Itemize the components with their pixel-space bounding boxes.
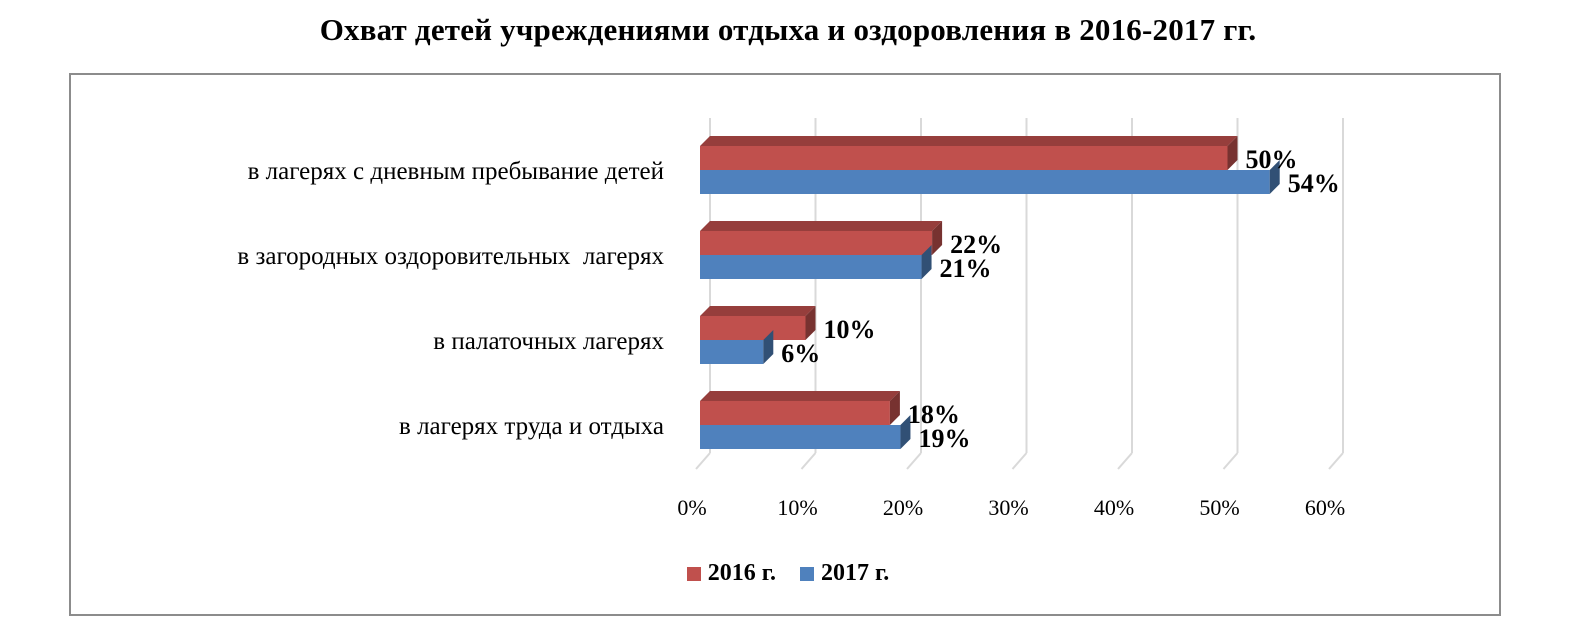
category-label: в лагерях с дневным пребывание детей: [248, 158, 664, 185]
data-label: 18%: [908, 400, 960, 429]
gridline-floor: [695, 452, 711, 470]
data-label: 50%: [1246, 145, 1298, 174]
x-tick-label: 10%: [777, 495, 817, 520]
data-label: 6%: [781, 339, 820, 368]
bar-side: [932, 221, 943, 255]
category-label: в лагерях труда и отдыха: [399, 413, 664, 440]
category-label: в загородных оздоровительных лагерях: [237, 243, 664, 270]
gridline-floor: [1117, 452, 1133, 470]
category-label: в палаточных лагерях: [433, 328, 664, 355]
bar-side: [1227, 136, 1238, 170]
bar: [700, 231, 933, 255]
chart-title: Охват детей учреждениями отдыха и оздоро…: [319, 12, 1257, 47]
bar-side: [900, 415, 911, 449]
data-label: 54%: [1288, 169, 1340, 198]
legend: 2016 г. 2017 г.: [0, 560, 1576, 588]
gridline-floor: [1222, 452, 1239, 470]
data-label: 22%: [950, 230, 1002, 259]
x-tick-label: 40%: [1094, 495, 1134, 520]
gridline-floor: [906, 452, 922, 470]
bar-side: [1269, 160, 1280, 194]
chart-frame: [69, 73, 1501, 616]
bar-top: [700, 221, 943, 231]
bar-top: [700, 306, 816, 316]
gridline-floor: [1328, 452, 1344, 470]
gridline-floor: [1011, 452, 1028, 470]
bar: [700, 316, 806, 340]
bar-side: [763, 330, 774, 364]
legend-swatch-2017: [800, 566, 814, 581]
bar-side: [889, 391, 900, 425]
x-tick-label: 50%: [1199, 495, 1239, 520]
bar-side: [921, 245, 932, 279]
x-tick-label: 60%: [1305, 495, 1345, 520]
x-tick-label: 20%: [883, 495, 923, 520]
bar: [700, 170, 1270, 194]
bar-top: [700, 136, 1238, 146]
data-label: 10%: [824, 315, 876, 344]
bar-side: [805, 306, 816, 340]
legend-swatch-2016: [686, 566, 701, 581]
bar: [700, 146, 1228, 170]
bar: [700, 401, 890, 425]
x-tick-label: 0%: [677, 495, 706, 520]
bar: [700, 255, 922, 279]
legend-label-2017: 2017 г.: [821, 560, 890, 586]
legend-item-2016: 2016 г.: [686, 560, 776, 587]
legend-item-2017: 2017 г.: [800, 560, 889, 587]
data-label: 19%: [918, 424, 970, 453]
data-label: 21%: [940, 254, 992, 283]
x-tick-label: 30%: [988, 495, 1028, 520]
bar: [700, 425, 901, 449]
labels: 0% 10% 20% 30% 40% 50% 60% 50% 22% 10% 18% 54% 21% 6%…: [237, 145, 1345, 520]
bar: [700, 340, 764, 364]
legend-label-2016: 2016 г.: [707, 560, 776, 586]
gridline-floor: [800, 452, 817, 470]
bars: [700, 136, 1280, 449]
bar-top: [700, 391, 900, 401]
